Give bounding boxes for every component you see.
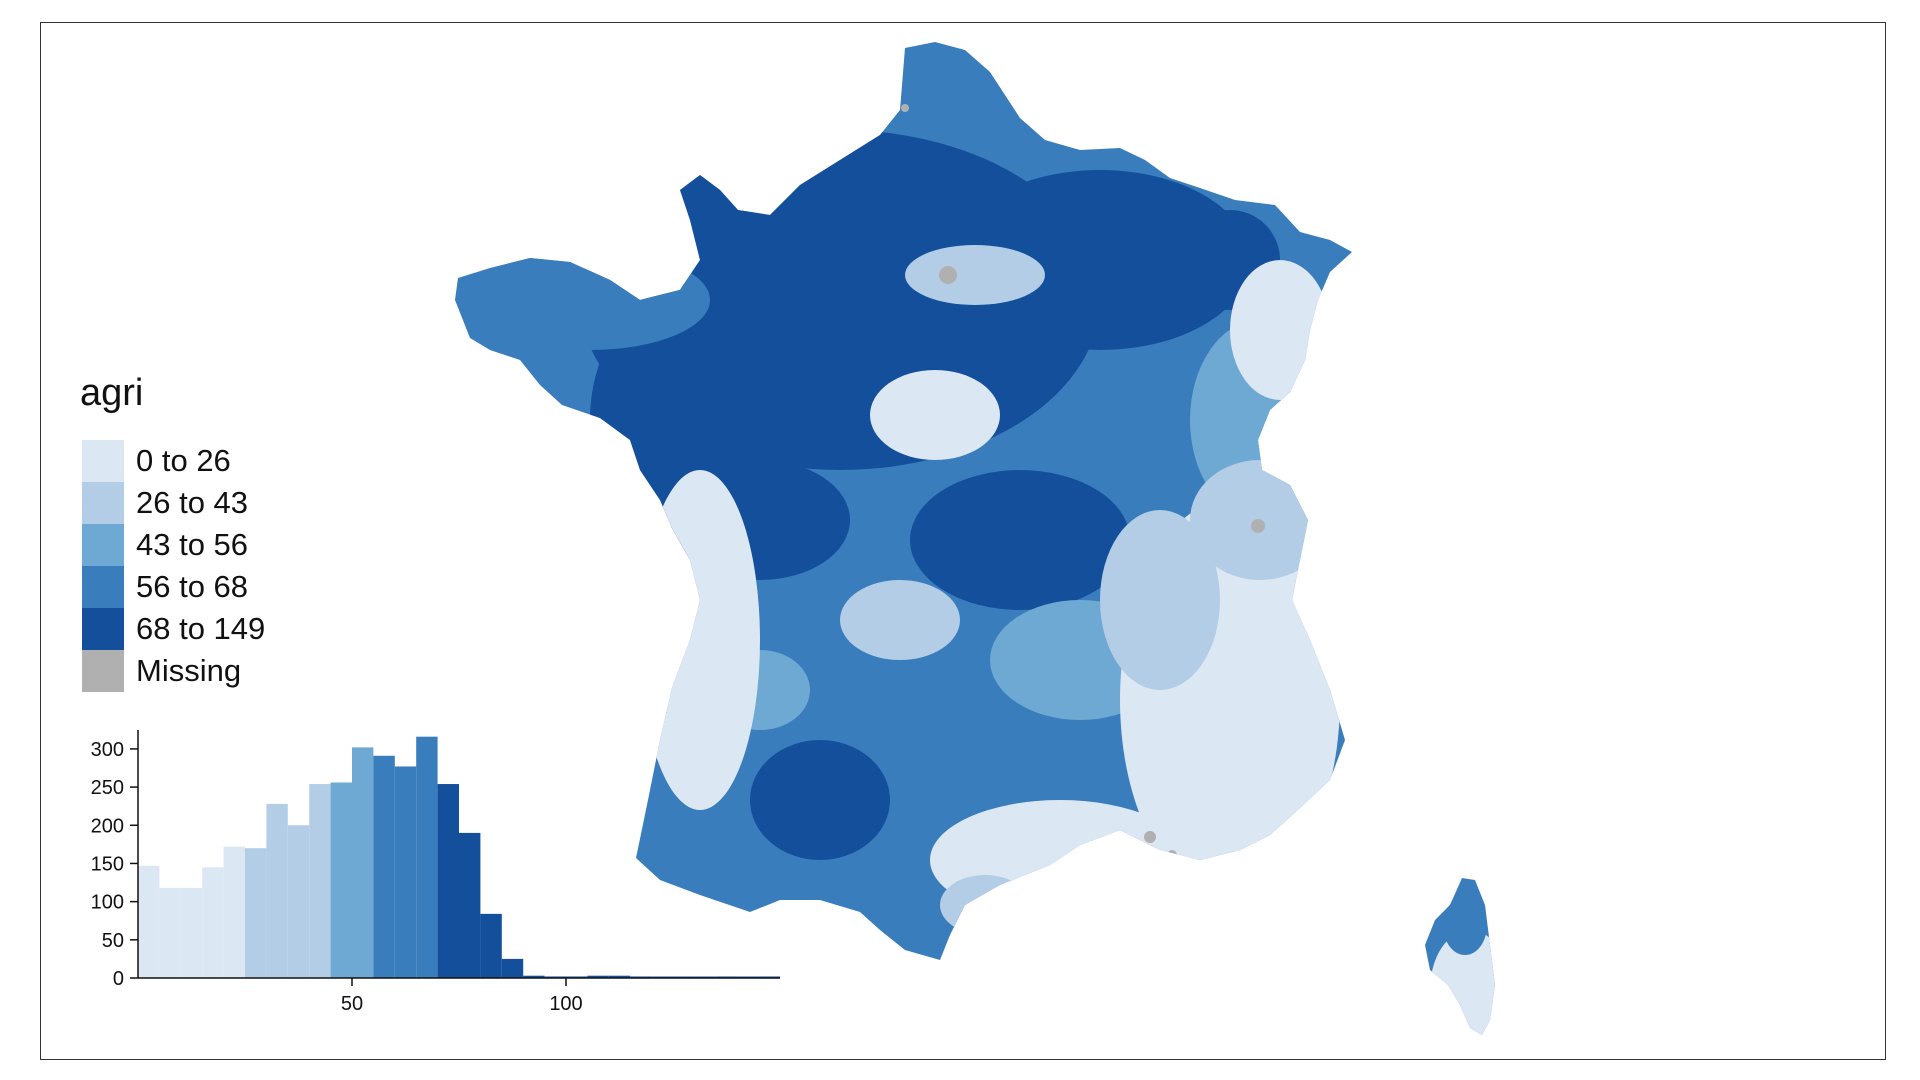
histogram-bar-13 bbox=[416, 736, 438, 978]
y-tick-label: 250 bbox=[91, 777, 124, 799]
histogram-bar-12 bbox=[394, 766, 417, 978]
histogram-bar-7 bbox=[287, 825, 310, 978]
legend-label: 56 to 68 bbox=[136, 569, 249, 604]
x-tick-label: 50 bbox=[341, 993, 363, 1015]
legend-label: 26 to 43 bbox=[136, 485, 249, 520]
histogram-bar-1 bbox=[159, 887, 181, 978]
histogram-bar-22 bbox=[608, 975, 631, 978]
histogram-bars bbox=[138, 736, 780, 978]
legend-label: Missing bbox=[136, 653, 242, 688]
histogram-bar-3 bbox=[202, 867, 224, 978]
y-tick-label: 150 bbox=[91, 853, 124, 875]
y-tick-label: 200 bbox=[91, 815, 124, 837]
y-tick-label: 300 bbox=[91, 739, 124, 761]
legend-label: 0 to 26 bbox=[136, 443, 231, 478]
legend-swatch bbox=[82, 650, 124, 692]
histogram-bar-8 bbox=[309, 784, 331, 978]
legend-swatch bbox=[82, 608, 124, 650]
histogram-bar-27 bbox=[715, 976, 738, 978]
x-tick-label: 100 bbox=[549, 993, 582, 1015]
legend-item-class-3: 43 to 56 bbox=[82, 524, 248, 566]
legend-item-class-1: 0 to 26 bbox=[82, 440, 231, 482]
histogram-bar-11 bbox=[373, 755, 395, 978]
legend-item-class-2: 26 to 43 bbox=[82, 482, 248, 524]
histogram-bar-23 bbox=[630, 976, 652, 978]
histogram-bar-20 bbox=[566, 976, 588, 978]
histogram-bar-9 bbox=[330, 782, 352, 978]
legend-swatch bbox=[82, 440, 124, 482]
histogram-bar-14 bbox=[437, 784, 459, 978]
histogram-bar-16 bbox=[480, 913, 502, 978]
histogram-bar-29 bbox=[758, 976, 780, 978]
histogram-bar-10 bbox=[352, 747, 374, 978]
histogram-bar-18 bbox=[523, 975, 545, 978]
legend-swatch bbox=[82, 482, 124, 524]
histogram-bar-19 bbox=[544, 976, 566, 978]
histogram-bar-21 bbox=[587, 975, 609, 978]
legend-label: 68 to 149 bbox=[136, 611, 266, 646]
histogram-bar-0 bbox=[138, 865, 160, 978]
legend-item-class-5: 68 to 149 bbox=[82, 608, 265, 650]
histogram-bar-2 bbox=[180, 887, 203, 978]
legend-label: 43 to 56 bbox=[136, 527, 249, 562]
histogram-bar-15 bbox=[459, 832, 481, 978]
histogram-bar-17 bbox=[501, 958, 524, 978]
y-tick-label: 50 bbox=[102, 930, 124, 952]
legend-swatch bbox=[82, 566, 124, 608]
histogram-axes: 0 50 100 150 200 250 300 50 100 bbox=[91, 730, 780, 1015]
y-tick-label: 0 bbox=[113, 968, 124, 990]
legend-item-missing: Missing bbox=[82, 650, 241, 692]
y-tick-label: 100 bbox=[91, 892, 124, 914]
legend-swatch bbox=[82, 524, 124, 566]
legend-title: agri bbox=[80, 372, 144, 414]
histogram-bar-5 bbox=[245, 848, 267, 978]
map-frame bbox=[40, 22, 1886, 1060]
histogram-bar-6 bbox=[266, 803, 288, 978]
legend-item-class-4: 56 to 68 bbox=[82, 566, 248, 608]
histogram-bar-4 bbox=[223, 846, 245, 978]
